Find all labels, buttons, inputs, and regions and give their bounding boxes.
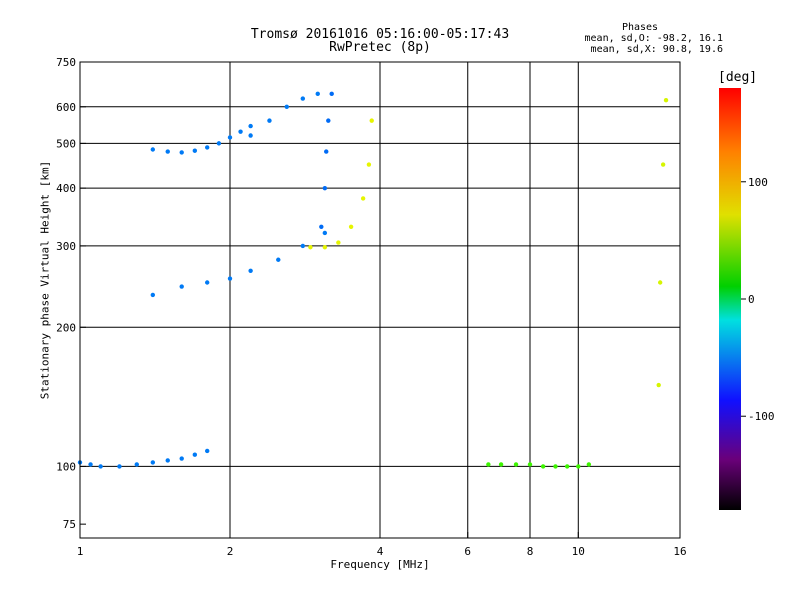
y-tick-label: 500 — [56, 137, 76, 150]
data-point — [300, 96, 306, 101]
data-point — [276, 257, 281, 262]
data-point — [513, 462, 519, 467]
data-point — [204, 448, 210, 454]
colorbar-unit: [deg] — [718, 70, 758, 85]
data-point — [134, 462, 139, 467]
scatter-points — [77, 91, 669, 469]
y-tick-label: 750 — [56, 56, 76, 69]
y-tick-label: 600 — [56, 101, 76, 114]
data-point — [366, 162, 372, 167]
data-point — [248, 133, 253, 138]
data-point — [150, 460, 156, 465]
data-point — [179, 150, 184, 155]
data-point — [204, 280, 210, 285]
data-point — [192, 452, 198, 457]
data-point — [284, 104, 289, 109]
y-tick-label: 100 — [56, 460, 76, 473]
y-tick-label: 300 — [56, 240, 76, 253]
data-point — [663, 98, 669, 103]
data-point — [553, 464, 558, 469]
x-tick-label: 4 — [377, 545, 384, 558]
x-tick-label: 6 — [464, 545, 471, 558]
data-point — [192, 148, 198, 153]
phases-title: Phases — [621, 22, 659, 33]
data-point — [98, 464, 103, 469]
chart-title: Tromsø 20161016 05:16:00-05:17:43 — [250, 27, 510, 42]
y-axis-ticks: 75 100 200 300 400 500 600 750 — [56, 56, 86, 531]
data-point — [179, 284, 184, 289]
data-point — [117, 464, 122, 469]
data-point — [498, 462, 504, 467]
data-point — [360, 196, 366, 201]
data-point — [248, 123, 253, 129]
data-point — [324, 149, 329, 154]
data-point — [216, 141, 222, 146]
data-point — [179, 456, 184, 461]
data-point — [657, 280, 663, 285]
data-point — [527, 462, 533, 467]
colorbar-tick-label: -100 — [748, 410, 775, 423]
data-point — [564, 464, 570, 469]
data-point — [204, 145, 210, 150]
data-point — [227, 276, 233, 281]
x-axis-label: Frequency [MHz] — [330, 558, 430, 571]
data-point — [656, 382, 661, 388]
colorbar-tick-label: 100 — [748, 176, 768, 189]
data-point — [586, 462, 592, 467]
data-point — [486, 462, 491, 467]
data-point — [319, 224, 324, 229]
x-tick-label: 2 — [227, 545, 234, 558]
data-point — [369, 118, 374, 123]
data-point — [315, 91, 320, 97]
y-tick-label: 200 — [56, 321, 76, 334]
phases-o-stats: mean, sd,O: -98.2, 16.1 — [584, 33, 723, 44]
data-point — [329, 91, 334, 97]
grid-lines — [80, 62, 680, 538]
x-tick-label: 16 — [673, 545, 686, 558]
data-point — [88, 462, 93, 467]
data-point — [348, 224, 354, 229]
y-tick-label: 75 — [63, 518, 76, 531]
data-point — [300, 243, 306, 249]
x-tick-label: 8 — [527, 545, 534, 558]
colorbar — [719, 88, 741, 510]
data-point — [540, 464, 546, 469]
data-point — [326, 118, 331, 123]
chart-subtitle: RwPretec (8p) — [329, 40, 431, 55]
colorbar-ticks: 100 0 -100 — [741, 176, 775, 423]
data-point — [660, 162, 666, 167]
data-point — [322, 230, 328, 236]
data-point — [165, 149, 170, 154]
data-point — [322, 185, 328, 191]
y-tick-label: 400 — [56, 182, 76, 195]
data-point — [308, 245, 313, 250]
data-point — [336, 240, 341, 245]
data-point — [150, 147, 156, 152]
colorbar-tick-label: 0 — [748, 293, 755, 306]
data-point — [576, 464, 581, 469]
data-point — [165, 458, 170, 463]
data-point — [238, 129, 243, 134]
data-point — [267, 118, 272, 123]
phases-x-stats: mean, sd,X: 90.8, 19.6 — [590, 44, 723, 55]
x-tick-label: 1 — [77, 545, 84, 558]
x-axis-ticks: 1 2 4 6 8 10 16 — [77, 532, 687, 558]
data-point — [248, 268, 253, 274]
x-tick-label: 10 — [572, 545, 585, 558]
data-point — [322, 245, 328, 250]
data-point — [227, 135, 233, 140]
data-point — [150, 292, 156, 298]
